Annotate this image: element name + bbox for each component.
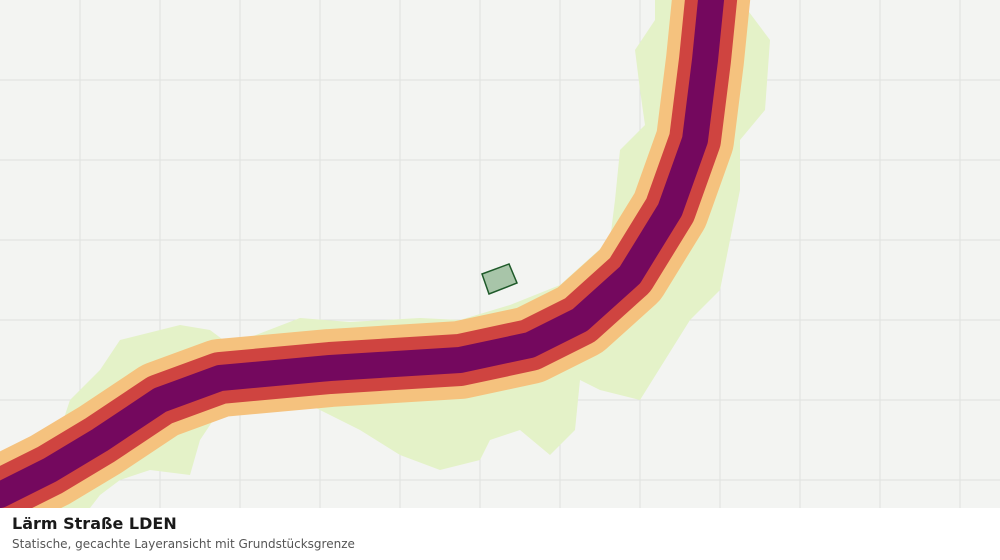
noise-bands	[0, 0, 751, 508]
map	[0, 0, 1000, 508]
noise-zone-very-high	[0, 0, 725, 508]
layer-title: Lärm Straße LDEN	[12, 514, 177, 533]
layer-subtitle: Statische, gecachte Layeransicht mit Gru…	[12, 537, 355, 551]
caption: Lärm Straße LDEN Statische, gecachte Lay…	[0, 508, 1000, 560]
parcel-boundary	[481, 263, 518, 295]
